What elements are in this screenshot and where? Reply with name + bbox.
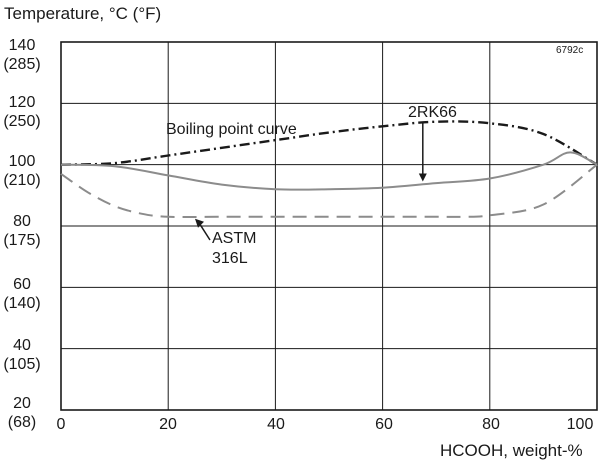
rk66-label: 2RK66: [408, 104, 457, 121]
y-axis-title: Temperature, °C (°F): [4, 4, 162, 23]
y-tick-80: 80 (175): [3, 213, 41, 249]
rk66-arrow-head: [418, 173, 427, 182]
series-line-2rk66: [60, 151, 598, 191]
y-tick-60: 60 (140): [3, 276, 41, 312]
astm-label-line1: ASTM: [212, 230, 257, 247]
y-tick-140: 140 (285): [3, 37, 41, 73]
x-tick-20: 20: [159, 416, 177, 433]
x-tick-60: 60: [375, 416, 393, 433]
astm-arrow-head: [195, 218, 204, 228]
x-tick-40: 40: [267, 416, 285, 433]
astm-label-line2: 316L: [212, 250, 248, 267]
y-tick-40: 40 (105): [3, 337, 41, 373]
boiling-point-label: Boiling point curve: [166, 121, 297, 138]
series-line-astm-316l: [60, 163, 598, 219]
x-tick-0: 0: [56, 416, 66, 433]
astm-arrow-shaft: [198, 222, 211, 241]
y-tick-120: 120 (250): [3, 94, 41, 130]
x-axis-title: HCOOH, weight-%: [440, 441, 583, 460]
x-tick-80: 80: [482, 416, 500, 433]
y-tick-20: 20 (68): [7, 395, 37, 431]
y-tick-100: 100 (210): [3, 153, 41, 189]
figure-code: 6792c: [556, 45, 584, 56]
x-tick-100: 100: [566, 416, 594, 433]
series-line-boiling-point-curve: [60, 120, 598, 166]
plot-frame: [60, 41, 598, 411]
